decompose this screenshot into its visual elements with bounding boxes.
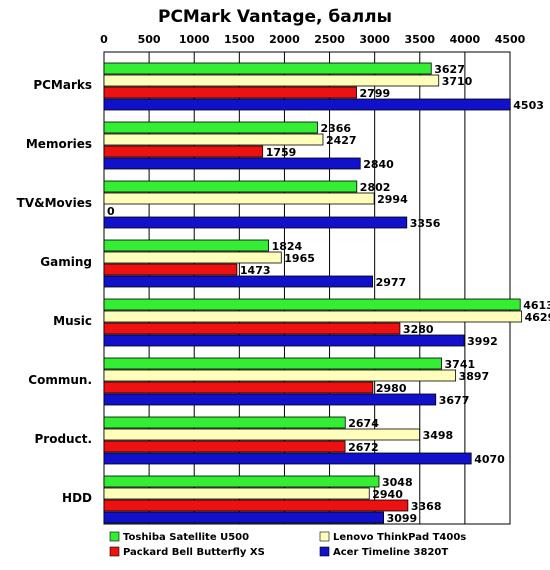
- category-label: Memories: [26, 137, 92, 151]
- bar: [103, 322, 401, 335]
- x-tick-label: 1500: [224, 33, 255, 46]
- bar: [103, 157, 361, 170]
- data-label: 2674: [348, 417, 379, 430]
- data-label: 2840: [363, 158, 394, 171]
- bar: [103, 381, 374, 394]
- data-label: 2977: [376, 276, 407, 289]
- legend-label: Acer Timeline 3820T: [333, 547, 448, 558]
- legend-swatch: [109, 531, 120, 542]
- x-tick-label: 2500: [314, 33, 345, 46]
- bar: [103, 416, 346, 429]
- category-label: Gaming: [40, 255, 92, 269]
- data-label: 3710: [442, 75, 473, 88]
- bar: [103, 86, 357, 99]
- data-label: 4503: [513, 99, 544, 112]
- data-label: 4070: [474, 453, 505, 466]
- data-label: 1824: [272, 240, 303, 253]
- data-label: 2366: [320, 122, 351, 135]
- category-label: TV&Movies: [17, 196, 92, 210]
- category-label: Commun.: [28, 373, 92, 387]
- category-label: HDD: [62, 491, 92, 505]
- data-label: 3677: [439, 394, 470, 407]
- bar: [103, 334, 465, 347]
- data-label: 3627: [434, 63, 465, 76]
- data-label: 3099: [387, 512, 418, 525]
- x-tick-label: 3000: [359, 33, 390, 46]
- legend-swatch: [319, 546, 330, 557]
- data-label: 2799: [360, 87, 391, 100]
- legend-label: Lenovo ThinkPad T400s: [333, 532, 466, 543]
- x-tick-label: 2000: [269, 33, 300, 46]
- bar: [103, 487, 370, 500]
- bar: [103, 357, 442, 370]
- bar: [103, 180, 358, 193]
- data-label: 2672: [348, 441, 379, 454]
- legend-swatch: [319, 531, 330, 542]
- data-label: 4629: [525, 311, 550, 324]
- bar: [103, 263, 238, 276]
- bar: [103, 74, 440, 87]
- bar: [103, 133, 324, 146]
- bar: [103, 251, 282, 264]
- bar: [103, 145, 264, 158]
- bar: [103, 192, 375, 205]
- data-label: 1473: [240, 264, 271, 277]
- data-label: 4613: [523, 299, 550, 312]
- bar: [103, 369, 456, 382]
- x-tick-label: 4000: [450, 33, 481, 46]
- bar: [103, 475, 380, 488]
- data-label: 3356: [410, 217, 441, 230]
- bar: [103, 239, 269, 252]
- bar: [103, 216, 408, 229]
- data-label: 3280: [403, 323, 434, 336]
- data-label: 3741: [445, 358, 476, 371]
- data-label: 1965: [284, 252, 315, 265]
- x-tick-label: 4500: [495, 33, 526, 46]
- chart-title: PCMark Vantage, баллы: [158, 7, 392, 27]
- data-label: 2427: [326, 134, 357, 147]
- x-tick-label: 1000: [179, 33, 210, 46]
- legend: Toshiba Satellite U500 Lenovo ThinkPad T4…: [109, 531, 466, 558]
- data-label: 3897: [459, 370, 490, 383]
- bar: [103, 62, 432, 75]
- bar: [103, 310, 523, 323]
- data-label: 3498: [423, 429, 454, 442]
- data-label: 3048: [382, 476, 413, 489]
- bar: [103, 98, 511, 111]
- legend-label: Packard Bell Butterfly XS: [123, 547, 265, 558]
- bar: [103, 428, 420, 441]
- legend-swatch: [109, 546, 120, 557]
- bar: [103, 393, 437, 406]
- data-label: 3368: [411, 500, 442, 513]
- bar: [103, 298, 521, 311]
- data-label: 2980: [376, 382, 407, 395]
- bar: [103, 452, 472, 465]
- x-tick-label: 500: [138, 33, 161, 46]
- data-label: 0: [107, 205, 115, 218]
- bar: [103, 499, 409, 512]
- x-tick-label: 0: [100, 33, 108, 46]
- data-label: 3992: [467, 335, 498, 348]
- bar: [103, 121, 318, 134]
- category-label: Music: [53, 314, 92, 328]
- data-label: 1759: [266, 146, 297, 159]
- data-label: 2802: [360, 181, 391, 194]
- data-label: 2940: [372, 488, 403, 501]
- data-label: 2994: [377, 193, 408, 206]
- legend-label: Toshiba Satellite U500: [123, 532, 249, 543]
- x-tick-label: 3500: [404, 33, 435, 46]
- category-label: Product.: [35, 432, 93, 446]
- category-labels: PCMarks Memories TV&Movies Gaming Music Commu…: [17, 78, 92, 505]
- bar: [103, 440, 346, 453]
- bars: [103, 62, 523, 524]
- bar: [103, 511, 384, 524]
- x-axis-ticks: 0 500 1000 1500 2000 2500 3000 3500 4000 4500: [100, 33, 525, 46]
- category-label: PCMarks: [33, 78, 92, 92]
- bar: [103, 275, 373, 288]
